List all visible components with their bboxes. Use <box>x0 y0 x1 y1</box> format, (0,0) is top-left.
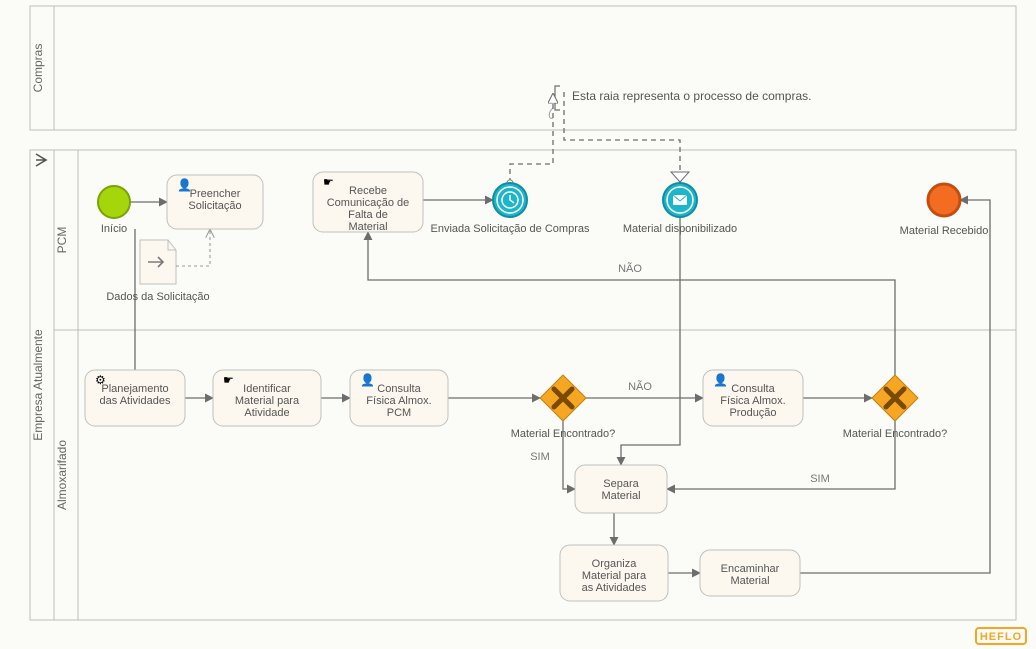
data-association <box>176 230 210 266</box>
e10 <box>368 232 895 375</box>
edge-label: SIM <box>810 473 830 485</box>
t-cons1[interactable]: 👤ConsultaFísica Almox.PCM <box>350 370 448 426</box>
pool-compras: Compras <box>30 6 1016 130</box>
gateway-label: Material Encontrado? <box>511 428 616 440</box>
manual-icon: ☛ <box>323 175 334 189</box>
lane-pcm-label: PCM <box>55 227 69 254</box>
svg-text:HEFLO: HEFLO <box>980 631 1022 643</box>
edge-label: NÃO <box>618 262 642 275</box>
mail-icon <box>673 195 687 205</box>
pool-empresa-label: Empresa Atualmente <box>31 329 45 441</box>
t-organiza[interactable]: OrganizaMaterial paraas Atividades <box>560 545 668 601</box>
t-cons2[interactable]: 👤ConsultaFísica Almox.Produção <box>703 370 803 426</box>
svg-text:Material disponibilizado: Material disponibilizado <box>623 223 737 235</box>
task-label: Planejamentodas Atividades <box>100 383 171 407</box>
svg-text:Enviada Solicitação de Compras: Enviada Solicitação de Compras <box>431 223 590 235</box>
svg-text:Material Recebido: Material Recebido <box>900 225 989 237</box>
e12 <box>621 217 680 465</box>
task-label: SeparaMaterial <box>601 478 640 502</box>
end-event[interactable]: Material Recebido <box>900 184 989 237</box>
msg-flow-in <box>564 92 680 182</box>
message-flows <box>510 92 689 183</box>
svg-text:Início: Início <box>101 223 127 235</box>
task-label: PreencherSolicitação <box>188 188 241 212</box>
pool-compras-label: Compras <box>31 44 45 93</box>
msg-flow-out <box>510 94 553 183</box>
t-separa[interactable]: SeparaMaterial <box>575 465 667 513</box>
manual-icon: ☛ <box>223 373 234 387</box>
g2[interactable]: Material Encontrado? <box>843 375 948 440</box>
lane-almox-label: Almoxarifado <box>55 440 69 510</box>
intermediate-event-receive[interactable]: Material disponibilizado <box>623 183 737 235</box>
g1[interactable]: Material Encontrado? <box>511 375 616 440</box>
text-annotation: Esta raia representa o processo de compr… <box>549 86 811 118</box>
svg-text:Esta raia representa o process: Esta raia representa o processo de compr… <box>572 89 811 103</box>
intermediate-event-send[interactable]: Enviada Solicitação de Compras <box>431 183 590 235</box>
edge-label: SIM <box>530 451 550 463</box>
svg-text:Dados da Solicitação: Dados da Solicitação <box>106 291 209 303</box>
user-icon: 👤 <box>713 373 728 387</box>
gateway-label: Material Encontrado? <box>843 428 948 440</box>
t-encam[interactable]: EncaminharMaterial <box>700 550 800 596</box>
bpmn-diagram: Compras Empresa Atualmente PCM Almoxarif… <box>0 0 1036 649</box>
start-event[interactable]: Início <box>98 186 130 235</box>
t-plan[interactable]: ⚙Planejamentodas Atividades <box>85 370 185 426</box>
t-ident[interactable]: ☛IdentificarMaterial paraAtividade <box>213 370 321 426</box>
data-object[interactable]: Dados da Solicitação <box>106 240 209 303</box>
t-preencher[interactable]: 👤PreencherSolicitação <box>167 175 263 229</box>
user-icon: 👤 <box>360 373 375 387</box>
pool-entry-arrow-icon <box>36 154 46 166</box>
t-recebe[interactable]: ☛RecebeComunicação deFalta deMaterial <box>313 172 423 233</box>
edge-label: NÃO <box>628 380 652 393</box>
heflo-logo: HEFLO <box>976 628 1026 644</box>
